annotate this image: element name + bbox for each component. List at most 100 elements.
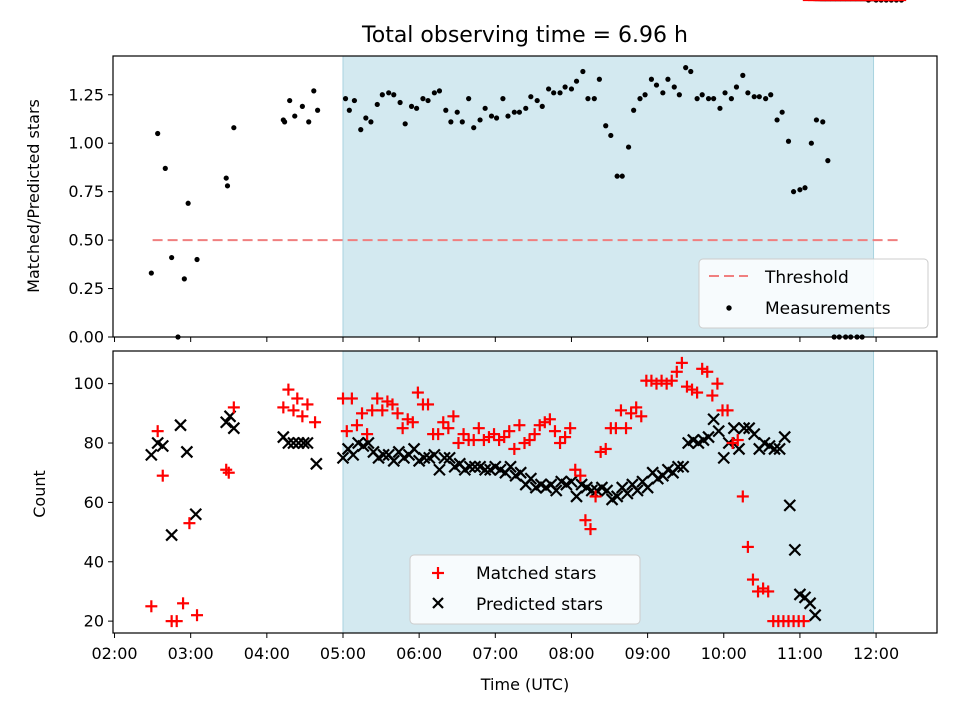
count-plot-frame bbox=[112, 350, 938, 634]
matched-star-point bbox=[762, 585, 775, 598]
measurements-legend-marker bbox=[726, 305, 732, 311]
measurement-point bbox=[797, 187, 803, 193]
matched-star-point bbox=[287, 404, 300, 417]
matched-star-point bbox=[614, 404, 627, 417]
measurement-point bbox=[785, 138, 792, 144]
measurement-point bbox=[808, 140, 814, 146]
predicted-star-point bbox=[702, 430, 715, 444]
measurement-point bbox=[181, 276, 187, 282]
matched-star-point bbox=[291, 392, 304, 405]
y-tick-label: 100 bbox=[73, 374, 104, 393]
y-tick-label: 60 bbox=[84, 493, 104, 512]
matched-star-point bbox=[366, 404, 379, 417]
measurement-point bbox=[471, 125, 477, 131]
matched-star-point bbox=[731, 434, 744, 447]
measurement-point bbox=[653, 82, 660, 88]
measurement-point bbox=[603, 123, 609, 129]
measurement-point bbox=[728, 96, 734, 102]
matched-star-point bbox=[564, 422, 577, 435]
measurement-point bbox=[665, 76, 671, 82]
measurement-point bbox=[637, 96, 643, 102]
measurement-point bbox=[733, 84, 740, 90]
matched-star-point bbox=[579, 514, 592, 527]
matched-star-point bbox=[543, 413, 556, 426]
predicted-star-point bbox=[362, 436, 375, 450]
matched-star-point bbox=[797, 615, 810, 628]
matched-star-point bbox=[447, 410, 460, 423]
count-y-ticks: 20 40 60 80 100 bbox=[73, 374, 113, 631]
predicted-star-point bbox=[463, 460, 477, 474]
predicted-star-point bbox=[377, 448, 390, 462]
predicted-star-point bbox=[600, 484, 614, 497]
measurement-point bbox=[614, 173, 620, 179]
matched-star-point bbox=[548, 425, 561, 438]
measurement-point bbox=[500, 96, 506, 102]
measurement-point bbox=[466, 96, 472, 102]
predicted-star-point bbox=[565, 475, 578, 488]
predicted-star-point bbox=[514, 466, 527, 479]
predicted-star-point bbox=[707, 412, 720, 426]
predicted-star-point bbox=[287, 436, 300, 450]
matched-stars-legend-label: Matched stars bbox=[476, 564, 596, 584]
measurement-point bbox=[813, 117, 820, 123]
matched-star-point bbox=[227, 401, 240, 414]
predicted-star-point bbox=[433, 463, 446, 477]
measurement-point bbox=[539, 103, 545, 109]
measurement-point bbox=[351, 97, 358, 104]
matched-star-point bbox=[635, 410, 648, 423]
measurement-point bbox=[580, 68, 586, 75]
matched-star-point bbox=[406, 416, 419, 429]
predicted-star-point bbox=[524, 472, 538, 485]
matched-star-point bbox=[151, 425, 164, 438]
matched-star-point bbox=[376, 404, 389, 417]
matched-star-point bbox=[145, 600, 158, 613]
measurements-legend-label: Measurements bbox=[765, 299, 891, 319]
predicted-star-point bbox=[387, 454, 401, 468]
predicted-star-point bbox=[747, 427, 761, 441]
measurement-point bbox=[660, 90, 666, 96]
measurement-point bbox=[425, 97, 431, 104]
y-tick-label: 20 bbox=[84, 612, 104, 631]
measurement-point bbox=[699, 92, 705, 98]
measurement-point bbox=[619, 173, 625, 179]
x-tick-label: 07:00 bbox=[472, 644, 518, 663]
matched-star-point bbox=[340, 425, 353, 438]
predicted-star-point bbox=[808, 608, 822, 622]
matched-star-point bbox=[345, 392, 358, 405]
matched-star-point bbox=[599, 442, 612, 455]
predicted-star-point bbox=[773, 442, 786, 456]
y-tick-label: 0.25 bbox=[68, 279, 104, 298]
measurement-point bbox=[676, 92, 682, 98]
measurement-point bbox=[608, 132, 614, 139]
matched-star-point bbox=[620, 422, 633, 435]
predicted-star-point bbox=[145, 448, 158, 462]
count-legend-box bbox=[409, 554, 641, 625]
matched-star-point bbox=[665, 374, 678, 387]
measurement-point bbox=[573, 78, 580, 84]
matched-star-point bbox=[422, 398, 435, 411]
predicted-star-point bbox=[717, 451, 731, 465]
measurement-point bbox=[711, 96, 717, 102]
measurement-point bbox=[185, 200, 191, 206]
predicted-star-point bbox=[631, 484, 644, 497]
measurement-point bbox=[391, 92, 397, 98]
count-x-ticks: 02:00 03:00 04:00 05:00 06:00 07:00 08:00 09:00… bbox=[91, 633, 899, 663]
measurement-point bbox=[625, 144, 632, 150]
ratio-plot-frame bbox=[112, 55, 938, 338]
measurement-point bbox=[688, 68, 694, 75]
matched-star-point bbox=[559, 431, 572, 444]
predicted-star-point bbox=[783, 499, 797, 512]
matched-stars-legend-marker bbox=[432, 567, 444, 579]
measurement-point bbox=[751, 94, 757, 100]
predicted-star-point bbox=[732, 442, 746, 456]
matched-star-point bbox=[282, 383, 295, 396]
y-tick-label: 0.50 bbox=[68, 231, 104, 250]
matched-star-point bbox=[411, 386, 424, 399]
matched-stars-points bbox=[145, 0, 907, 628]
measurement-point bbox=[408, 103, 415, 109]
matched-star-point bbox=[309, 416, 322, 429]
measurement-point bbox=[505, 113, 511, 119]
predicted-star-point bbox=[443, 451, 456, 465]
measurement-point bbox=[315, 107, 321, 113]
